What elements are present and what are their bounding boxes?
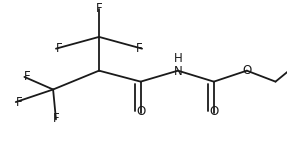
- Text: F: F: [16, 96, 23, 108]
- Text: F: F: [136, 42, 143, 55]
- Text: N: N: [174, 65, 182, 78]
- Text: F: F: [55, 42, 62, 55]
- Text: F: F: [96, 2, 102, 15]
- Text: O: O: [136, 105, 145, 118]
- Text: H: H: [174, 52, 182, 65]
- Text: O: O: [209, 105, 218, 118]
- Text: F: F: [24, 70, 31, 83]
- Text: O: O: [242, 64, 251, 77]
- Text: F: F: [53, 112, 59, 125]
